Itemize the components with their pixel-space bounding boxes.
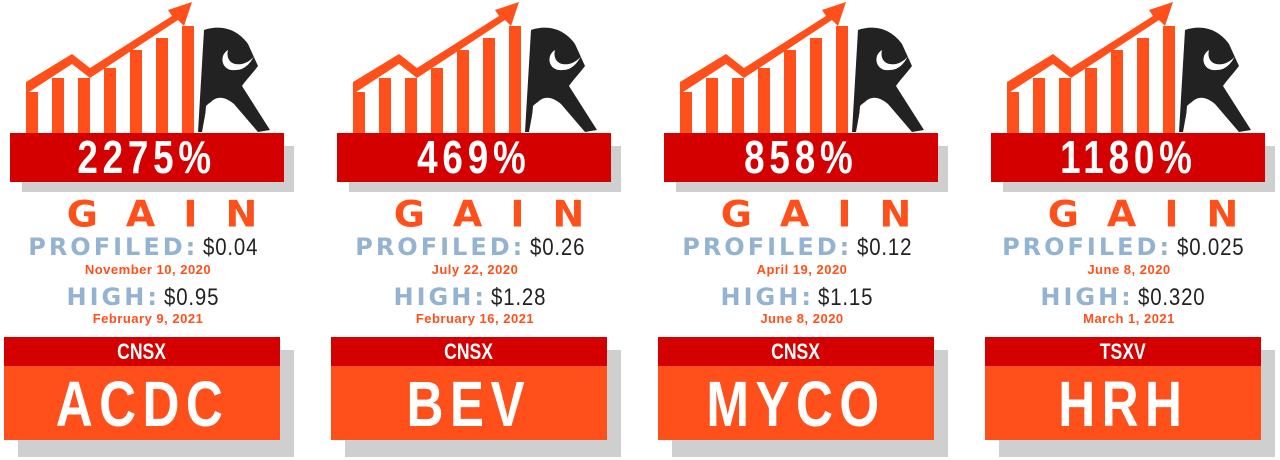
- high-row: HIGH: $0.320: [981, 283, 1277, 312]
- high-price: $1.28: [491, 284, 547, 311]
- profiled-date: June 8, 2020: [1087, 262, 1171, 277]
- gain-text: GAIN: [393, 193, 613, 235]
- high-row: HIGH: $1.15: [654, 283, 950, 312]
- exchange-bar: TSXV: [985, 337, 1261, 366]
- gain-percent-banner: 469%: [337, 133, 611, 182]
- gain-percent: 2275%: [77, 131, 217, 183]
- profiled-label: PROFILED:: [682, 233, 853, 261]
- gain-percent: 469%: [417, 131, 531, 183]
- ticker-bar: ACDC: [4, 366, 280, 440]
- gain-label: GAIN: [327, 192, 623, 236]
- profiled-row: PROFILED: $0.025: [981, 233, 1277, 262]
- bull-chart-logo-icon: [680, 2, 924, 136]
- gain-percent: 1180%: [1059, 131, 1197, 183]
- gain-percent-banner: 858%: [664, 133, 938, 182]
- high-date: February 16, 2021: [415, 311, 535, 326]
- profiled-row: PROFILED: $0.12: [654, 233, 950, 262]
- profiled-price: $0.12: [856, 234, 913, 261]
- bull-chart-logo-icon: [1007, 2, 1251, 136]
- gain-percent: 858%: [744, 131, 858, 183]
- high-label: HIGH:: [393, 283, 487, 311]
- profiled-price: $0.26: [529, 234, 586, 261]
- profiled-date: November 10, 2020: [84, 262, 212, 277]
- high-date: March 1, 2021: [1083, 311, 1175, 326]
- profiled-label: PROFILED:: [1002, 233, 1173, 261]
- exchange-bar: CNSX: [658, 337, 934, 366]
- gain-percent-banner: 1180%: [991, 133, 1265, 182]
- bull-chart-logo-icon: [353, 2, 597, 136]
- profiled-price: $0.04: [202, 234, 259, 261]
- high-date: June 8, 2020: [760, 311, 844, 326]
- gain-label: GAIN: [981, 192, 1277, 236]
- gain-label: GAIN: [0, 192, 296, 236]
- high-label: HIGH:: [66, 283, 160, 311]
- profiled-date: April 19, 2020: [756, 262, 848, 277]
- high-price: $1.15: [818, 284, 874, 311]
- profiled-label: PROFILED:: [355, 233, 526, 261]
- stock-card-acdc: 2275% GAIN PROFILED: $0.04 November 10, …: [0, 0, 320, 460]
- ticker-bar: BEV: [331, 366, 607, 440]
- ticker-bar: MYCO: [658, 366, 934, 440]
- ticker-bar: HRH: [985, 366, 1261, 440]
- gain-text: GAIN: [66, 193, 286, 235]
- exchange-bar: CNSX: [331, 337, 607, 366]
- stock-card-bev: 469% GAIN PROFILED: $0.26 July 22, 2020 …: [327, 0, 647, 460]
- high-price: $0.320: [1138, 284, 1206, 311]
- high-date: February 9, 2021: [92, 311, 204, 326]
- gain-percent-banner: 2275%: [10, 133, 284, 182]
- profiled-price: $0.025: [1176, 234, 1245, 261]
- high-price: $0.95: [164, 284, 220, 311]
- ticker-symbol: ACDC: [55, 368, 229, 440]
- profiled-row: PROFILED: $0.04: [0, 233, 296, 262]
- high-row: HIGH: $1.28: [327, 283, 623, 312]
- stock-card-myco: 858% GAIN PROFILED: $0.12 April 19, 2020…: [654, 0, 974, 460]
- bull-chart-logo-icon: [26, 2, 270, 136]
- ticker-symbol: MYCO: [706, 368, 886, 440]
- ticker-symbol: BEV: [406, 368, 532, 440]
- exchange-bar: CNSX: [4, 337, 280, 366]
- exchange: CNSX: [444, 339, 494, 364]
- gain-label: GAIN: [654, 192, 950, 236]
- profiled-label: PROFILED:: [28, 233, 199, 261]
- high-label: HIGH:: [720, 283, 814, 311]
- profiled-row: PROFILED: $0.26: [327, 233, 623, 262]
- profiled-date: July 22, 2020: [431, 262, 519, 277]
- ticker-symbol: HRH: [1057, 368, 1189, 440]
- high-label: HIGH:: [1040, 283, 1134, 311]
- exchange: CNSX: [771, 339, 821, 364]
- gain-text: GAIN: [720, 193, 940, 235]
- gain-text: GAIN: [1047, 193, 1267, 235]
- exchange: TSXV: [1100, 339, 1146, 364]
- exchange: CNSX: [117, 339, 167, 364]
- high-row: HIGH: $0.95: [0, 283, 296, 312]
- stock-card-hrh: 1180% GAIN PROFILED: $0.025 June 8, 2020…: [981, 0, 1280, 460]
